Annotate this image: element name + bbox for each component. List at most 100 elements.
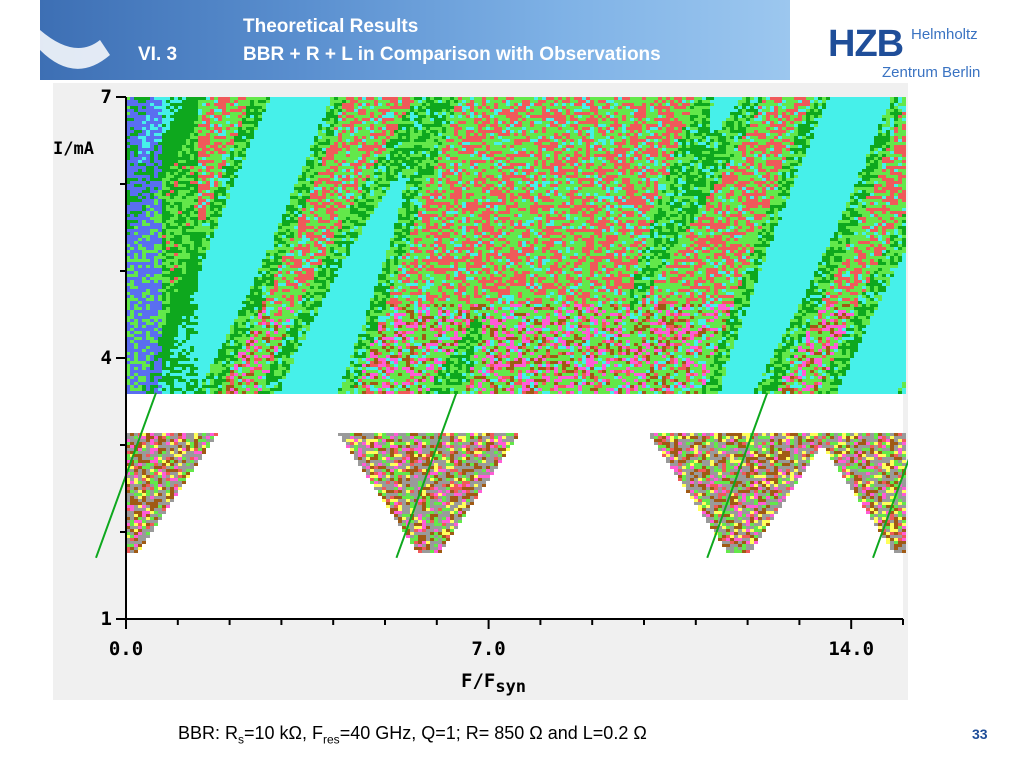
heatmap-cell [438,127,442,130]
heatmap-cell [350,130,354,133]
heatmap-cell [282,103,286,106]
heatmap-cell [578,157,582,160]
heatmap-cell [810,97,814,100]
heatmap-cell [666,103,670,106]
heatmap-cell [266,142,270,145]
heatmap-cell [706,163,710,166]
heatmap-cell [542,112,546,115]
heatmap-cell [310,157,314,160]
heatmap-cell [502,160,506,163]
heatmap-cell [690,124,694,127]
heatmap-cell [146,124,150,127]
heatmap-cell [138,109,142,112]
heatmap-cell [214,136,218,139]
heatmap-cell [542,160,546,163]
heatmap-cell [154,154,158,157]
heatmap-cell [582,136,586,139]
heatmap-cell [834,169,838,172]
heatmap-cell [174,127,178,130]
heatmap-cell [458,100,462,103]
heatmap-cell [218,163,222,166]
heatmap-cell [734,154,738,157]
heatmap-cell [782,169,786,172]
heatmap-cell [390,148,394,151]
heatmap-cell [574,136,578,139]
heatmap-cell [894,121,898,124]
heatmap-cell [766,106,770,109]
heatmap-cell [382,97,386,100]
heatmap-cell [818,97,822,100]
heatmap-cell [834,106,838,109]
heatmap-cell [666,139,670,142]
heatmap-cell [846,142,850,145]
heatmap-cell [462,112,466,115]
heatmap-cell [534,154,538,157]
heatmap-cell [606,151,610,154]
heatmap-cell [834,160,838,163]
heatmap-cell [254,100,258,103]
heatmap-cell [602,142,606,145]
heatmap-cell [230,115,234,118]
heatmap-cell [614,127,618,130]
heatmap-cell [154,169,158,172]
heatmap-cell [466,148,470,151]
heatmap-cell [878,121,882,124]
heatmap-cell [290,115,294,118]
heatmap-cell [650,127,654,130]
heatmap-cell [390,97,394,100]
heatmap-cell [814,106,818,109]
heatmap-cell [630,151,634,154]
heatmap-cell [294,106,298,109]
heatmap-cell [346,172,350,175]
heatmap-cell [810,100,814,103]
heatmap-cell [474,136,478,139]
heatmap-cell [274,121,278,124]
heatmap-cell [842,115,846,118]
heatmap-cell [350,100,354,103]
heatmap-cell [306,109,310,112]
heatmap-cell [202,154,206,157]
heatmap-cell [710,166,714,169]
heatmap-cell [234,166,238,169]
heatmap-cell [610,118,614,121]
heatmap-cell [206,112,210,115]
heatmap-cell [818,118,822,121]
heatmap-cell [550,124,554,127]
heatmap-cell [678,115,682,118]
heatmap-cell [586,151,590,154]
heatmap-cell [406,121,410,124]
heatmap-cell [310,154,314,157]
heatmap-cell [334,109,338,112]
heatmap-cell [402,151,406,154]
heatmap-cell [266,103,270,106]
heatmap-cell [362,148,366,151]
heatmap-cell [650,157,654,160]
heatmap-cell [278,127,282,130]
heatmap-cell [238,118,242,121]
heatmap-cell [598,127,602,130]
heatmap-cell [742,118,746,121]
heatmap-cell [350,112,354,115]
heatmap-cell [150,154,154,157]
heatmap-cell [358,172,362,175]
heatmap-cell [670,136,674,139]
heatmap-cell [490,145,494,148]
heatmap-cell [274,145,278,148]
heatmap-cell [142,115,146,118]
heatmap-cell [374,136,378,139]
heatmap-cell [554,166,558,169]
heatmap-cell [234,121,238,124]
heatmap-cell [802,151,806,154]
heatmap-cell [422,157,426,160]
heatmap-cell [262,97,266,100]
heatmap-cell [390,109,394,112]
heatmap-cell [390,157,394,160]
heatmap-cell [234,136,238,139]
heatmap-cell [390,100,394,103]
heatmap-cell [494,172,498,175]
heatmap-cell [878,130,882,133]
heatmap-cell [482,130,486,133]
heatmap-cell [318,172,322,175]
heatmap-cell [366,133,370,136]
heatmap-cell [338,148,342,151]
